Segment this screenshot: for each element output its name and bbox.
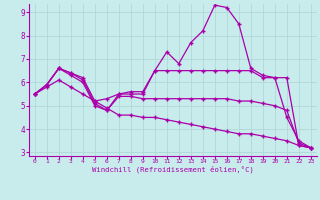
X-axis label: Windchill (Refroidissement éolien,°C): Windchill (Refroidissement éolien,°C) bbox=[92, 166, 254, 173]
